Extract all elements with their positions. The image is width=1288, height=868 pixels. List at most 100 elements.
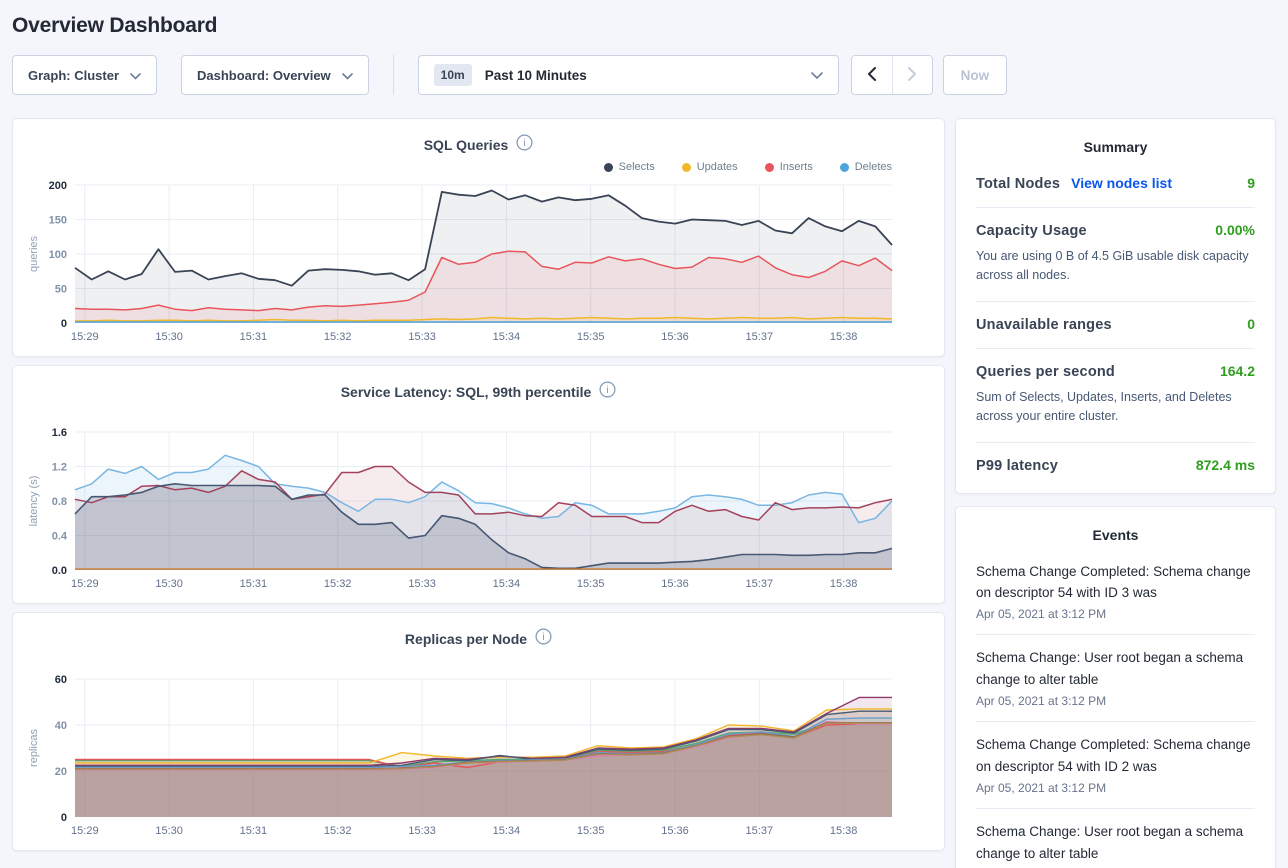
- svg-text:0.4: 0.4: [52, 531, 68, 543]
- unavailable-ranges-label: Unavailable ranges: [976, 316, 1112, 333]
- events-panel: Events Schema Change Completed: Schema c…: [955, 505, 1276, 868]
- svg-text:15:35: 15:35: [577, 331, 605, 343]
- p99-latency-value: 872.4 ms: [1195, 456, 1255, 473]
- svg-text:0: 0: [61, 318, 67, 330]
- svg-text:15:29: 15:29: [71, 578, 99, 590]
- svg-text:15:38: 15:38: [830, 825, 858, 837]
- event-message: Schema Change: User root began a schema …: [976, 650, 1244, 688]
- service-latency-chart-plot[interactable]: 15:29 15:30 15:31 15:32 15:33 15:34 15:35 15:36…: [23, 426, 934, 594]
- info-icon[interactable]: i: [599, 381, 616, 403]
- legend-dot: [764, 162, 774, 172]
- svg-text:15:34: 15:34: [493, 331, 521, 343]
- svg-text:15:36: 15:36: [661, 825, 689, 837]
- svg-text:15:29: 15:29: [71, 331, 99, 343]
- queries-per-second-value: 164.2: [1219, 362, 1255, 379]
- chevron-down-icon: [130, 68, 141, 83]
- svg-text:0.8: 0.8: [52, 496, 67, 508]
- time-range-selector[interactable]: 10m Past 10 Minutes: [417, 55, 839, 95]
- summary-row-capacity-usage: Capacity Usage 0.00% You are using 0 B o…: [976, 207, 1255, 301]
- dashboard-dropdown[interactable]: Dashboard: Overview: [181, 55, 369, 95]
- chevron-down-icon: [810, 68, 823, 83]
- view-nodes-list-link[interactable]: View nodes list: [1071, 175, 1172, 191]
- legend-dot: [603, 162, 613, 172]
- svg-text:i: i: [542, 632, 544, 643]
- legend-item-selects[interactable]: Selects: [603, 161, 655, 173]
- svg-text:15:38: 15:38: [830, 331, 858, 343]
- time-range-badge: 10m: [433, 64, 472, 86]
- svg-text:150: 150: [49, 215, 67, 227]
- dashboard-dropdown-label: Dashboard: Overview: [197, 67, 331, 83]
- svg-text:60: 60: [55, 674, 67, 686]
- svg-text:200: 200: [49, 180, 67, 192]
- time-pager: [850, 55, 933, 95]
- replicas-per-node-chart-plot[interactable]: 15:29 15:30 15:31 15:32 15:33 15:34 15:35 15:36…: [23, 673, 934, 841]
- summary-row-unavailable-ranges: Unavailable ranges 0: [976, 300, 1255, 348]
- legend-dot: [681, 162, 691, 172]
- svg-text:15:33: 15:33: [408, 825, 436, 837]
- svg-text:50: 50: [55, 284, 67, 296]
- svg-text:100: 100: [49, 249, 67, 261]
- toolbar-divider: [392, 55, 394, 95]
- event-message: Schema Change: User root began a schema …: [976, 823, 1244, 861]
- summary-row-p99-latency: P99 latency 872.4 ms: [976, 441, 1255, 489]
- capacity-usage-description: You are using 0 B of 4.5 GiB usable disk…: [976, 249, 1249, 283]
- now-button[interactable]: Now: [942, 55, 1008, 95]
- svg-text:15:35: 15:35: [577, 825, 605, 837]
- chart-legend: [23, 649, 934, 673]
- legend-item-deletes[interactable]: Deletes: [839, 161, 892, 173]
- svg-text:20: 20: [55, 766, 67, 778]
- event-list-item[interactable]: Schema Change: User root began a schema …: [976, 634, 1255, 721]
- svg-text:1.6: 1.6: [52, 427, 67, 439]
- event-message: Schema Change Completed: Schema change o…: [976, 563, 1251, 601]
- replicas-per-node-chart-card: Replicas per Node i 15:29 15:30 15:31 15:32…: [12, 612, 945, 851]
- svg-text:15:31: 15:31: [240, 825, 268, 837]
- legend-item-inserts[interactable]: Inserts: [764, 161, 813, 173]
- info-icon[interactable]: i: [516, 134, 533, 156]
- events-title: Events: [1092, 526, 1139, 543]
- info-icon[interactable]: i: [535, 628, 552, 650]
- sql-queries-chart-plot[interactable]: 15:29 15:30 15:31 15:32 15:33 15:34 15:35 15:36…: [23, 179, 934, 347]
- unavailable-ranges-value: 0: [1247, 315, 1255, 332]
- svg-text:15:35: 15:35: [577, 578, 605, 590]
- legend-dot: [839, 162, 849, 172]
- svg-text:15:32: 15:32: [324, 331, 352, 343]
- p99-latency-label: P99 latency: [976, 457, 1058, 474]
- svg-text:0.0: 0.0: [52, 565, 67, 577]
- legend-label: Deletes: [854, 161, 892, 173]
- event-timestamp: Apr 05, 2021 at 3:12 PM: [976, 780, 1107, 795]
- prev-time-button[interactable]: [851, 56, 892, 94]
- svg-text:queries: queries: [28, 235, 40, 272]
- graph-dropdown[interactable]: Graph: Cluster: [12, 55, 158, 95]
- svg-text:15:36: 15:36: [661, 578, 689, 590]
- svg-text:0: 0: [61, 812, 67, 824]
- summary-row-total-nodes: Total Nodes View nodes list 9: [976, 161, 1255, 207]
- event-list-item[interactable]: Schema Change Completed: Schema change o…: [976, 720, 1255, 808]
- queries-per-second-description: Sum of Selects, Updates, Inserts, and De…: [976, 389, 1232, 424]
- total-nodes-value: 9: [1247, 175, 1255, 191]
- event-list-item[interactable]: Schema Change Completed: Schema change o…: [976, 549, 1255, 635]
- chevron-right-icon: [907, 66, 917, 84]
- legend-item-updates[interactable]: Updates: [681, 161, 738, 173]
- legend-label: Selects: [618, 161, 655, 173]
- time-range-label: Past 10 Minutes: [484, 67, 587, 83]
- legend-label: Inserts: [779, 161, 813, 173]
- capacity-usage-value: 0.00%: [1215, 222, 1255, 238]
- summary-panel: Summary Total Nodes View nodes list 9 Ca…: [955, 118, 1276, 494]
- svg-text:15:30: 15:30: [155, 578, 183, 590]
- svg-text:15:34: 15:34: [493, 825, 521, 837]
- summary-title: Summary: [1083, 139, 1148, 155]
- svg-text:15:38: 15:38: [830, 578, 858, 590]
- svg-text:15:33: 15:33: [408, 331, 436, 343]
- legend-label: Updates: [696, 161, 738, 173]
- event-timestamp: Apr 05, 2021 at 3:12 PM: [976, 693, 1107, 708]
- chart-legend: [23, 402, 934, 426]
- chart-title: SQL Queries: [423, 137, 509, 153]
- event-message: Schema Change Completed: Schema change o…: [976, 736, 1251, 774]
- svg-text:replicas: replicas: [28, 729, 40, 767]
- event-list-item[interactable]: Schema Change: User root began a schema …: [976, 807, 1255, 868]
- svg-text:15:36: 15:36: [661, 331, 689, 343]
- chevron-left-icon: [867, 66, 877, 84]
- events-list: Schema Change Completed: Schema change o…: [976, 549, 1255, 868]
- next-time-button[interactable]: [891, 56, 932, 94]
